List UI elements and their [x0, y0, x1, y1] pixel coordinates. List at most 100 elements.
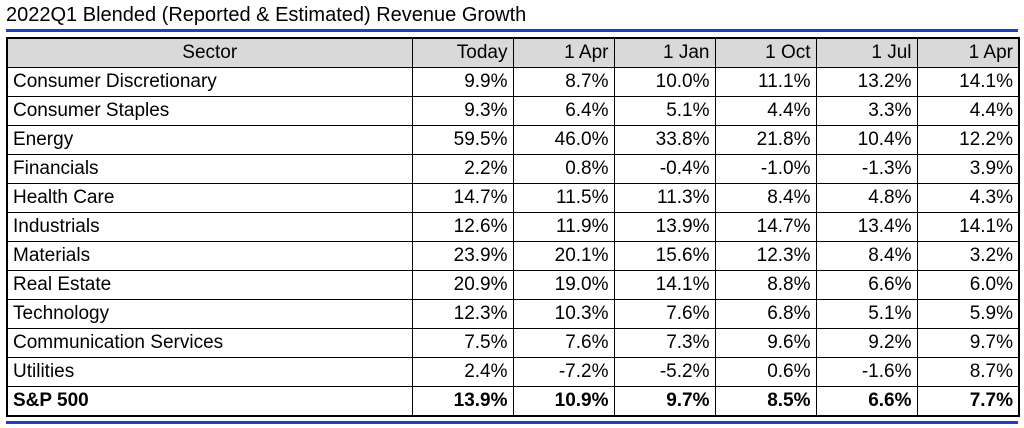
value-cell: 6.6% — [815, 386, 918, 417]
table-row: Utilities 2.4% -7.2% -5.2% 0.6% -1.6% 8.7% — [6, 357, 1020, 387]
sector-cell: Financials — [6, 154, 413, 184]
column-header-sector: Sector — [6, 37, 413, 68]
revenue-growth-table: Sector Today 1 Apr 1 Jan 1 Oct 1 Jul 1 A… — [6, 37, 1020, 417]
value-cell: 11.1% — [714, 67, 817, 97]
sector-cell: Real Estate — [6, 270, 413, 300]
bottom-rule — [6, 421, 1018, 424]
sector-cell: Communication Services — [6, 328, 413, 358]
table-body: Consumer Discretionary 9.9% 8.7% 10.0% 11.1%… — [6, 67, 1020, 417]
value-cell: 7.6% — [512, 328, 615, 358]
column-header-1-oct: 1 Oct — [714, 37, 817, 68]
sector-cell: Industrials — [6, 212, 413, 242]
value-cell: 9.3% — [411, 96, 514, 126]
value-cell: 8.4% — [815, 241, 918, 271]
value-cell: 14.1% — [613, 270, 716, 300]
value-cell: 0.8% — [512, 154, 615, 184]
value-cell: 4.4% — [916, 96, 1020, 126]
value-cell: 7.3% — [613, 328, 716, 358]
value-cell: 14.7% — [714, 212, 817, 242]
value-cell: 5.9% — [916, 299, 1020, 329]
column-header-today: Today — [411, 37, 514, 68]
value-cell: 4.8% — [815, 183, 918, 213]
column-header-1-jan: 1 Jan — [613, 37, 716, 68]
value-cell: 4.3% — [916, 183, 1020, 213]
value-cell: 10.9% — [512, 386, 615, 417]
value-cell: 9.2% — [815, 328, 918, 358]
column-header-1-apr-prior: 1 Apr — [916, 37, 1020, 68]
value-cell: 15.6% — [613, 241, 716, 271]
value-cell: 5.1% — [613, 96, 716, 126]
value-cell: 13.2% — [815, 67, 918, 97]
value-cell: 0.6% — [714, 357, 817, 387]
value-cell: -1.0% — [714, 154, 817, 184]
sector-cell: Health Care — [6, 183, 413, 213]
value-cell: 8.8% — [714, 270, 817, 300]
table-row: Technology 12.3% 10.3% 7.6% 6.8% 5.1% 5.9% — [6, 299, 1020, 329]
table-row: Industrials 12.6% 11.9% 13.9% 14.7% 13.4% 14.1… — [6, 212, 1020, 242]
sector-cell: Consumer Staples — [6, 96, 413, 126]
sector-cell: S&P 500 — [6, 386, 413, 417]
table-row: Financials 2.2% 0.8% -0.4% -1.0% -1.3% 3.9% — [6, 154, 1020, 184]
value-cell: 9.9% — [411, 67, 514, 97]
value-cell: -0.4% — [613, 154, 716, 184]
value-cell: 6.0% — [916, 270, 1020, 300]
column-header-1-apr: 1 Apr — [512, 37, 615, 68]
value-cell: 8.7% — [512, 67, 615, 97]
table-row: Health Care 14.7% 11.5% 11.3% 8.4% 4.8% 4.3% — [6, 183, 1020, 213]
sector-cell: Consumer Discretionary — [6, 67, 413, 97]
table-row: Real Estate 20.9% 19.0% 14.1% 8.8% 6.6% 6.0% — [6, 270, 1020, 300]
value-cell: 12.2% — [916, 125, 1020, 155]
value-cell: 33.8% — [613, 125, 716, 155]
value-cell: -1.3% — [815, 154, 918, 184]
value-cell: 2.2% — [411, 154, 514, 184]
value-cell: 9.7% — [613, 386, 716, 417]
value-cell: 9.7% — [916, 328, 1020, 358]
value-cell: 7.6% — [613, 299, 716, 329]
value-cell: 4.4% — [714, 96, 817, 126]
value-cell: 12.6% — [411, 212, 514, 242]
value-cell: 13.9% — [411, 386, 514, 417]
value-cell: 3.9% — [916, 154, 1020, 184]
sector-cell: Technology — [6, 299, 413, 329]
value-cell: 14.1% — [916, 67, 1020, 97]
value-cell: 11.5% — [512, 183, 615, 213]
header-row: Sector Today 1 Apr 1 Jan 1 Oct 1 Jul 1 A… — [6, 37, 1020, 68]
value-cell: 11.3% — [613, 183, 716, 213]
value-cell: 2.4% — [411, 357, 514, 387]
total-row: S&P 500 13.9% 10.9% 9.7% 8.5% 6.6% 7.7% — [6, 386, 1020, 417]
value-cell: 6.6% — [815, 270, 918, 300]
value-cell: 5.1% — [815, 299, 918, 329]
value-cell: 12.3% — [411, 299, 514, 329]
value-cell: 21.8% — [714, 125, 817, 155]
value-cell: 13.9% — [613, 212, 716, 242]
table-title: 2022Q1 Blended (Reported & Estimated) Re… — [6, 4, 527, 26]
value-cell: 11.9% — [512, 212, 615, 242]
value-cell: 14.1% — [916, 212, 1020, 242]
value-cell: 12.3% — [714, 241, 817, 271]
table-row: Consumer Staples 9.3% 6.4% 5.1% 4.4% 3.3% 4.4% — [6, 96, 1020, 126]
value-cell: 7.7% — [916, 386, 1020, 417]
table-row: Consumer Discretionary 9.9% 8.7% 10.0% 11.1%… — [6, 67, 1020, 97]
value-cell: 46.0% — [512, 125, 615, 155]
value-cell: 7.5% — [411, 328, 514, 358]
value-cell: 3.2% — [916, 241, 1020, 271]
value-cell: 10.3% — [512, 299, 615, 329]
value-cell: 20.9% — [411, 270, 514, 300]
sector-cell: Energy — [6, 125, 413, 155]
value-cell: 10.0% — [613, 67, 716, 97]
title-rule — [6, 29, 1018, 32]
value-cell: -5.2% — [613, 357, 716, 387]
value-cell: 9.6% — [714, 328, 817, 358]
value-cell: 6.4% — [512, 96, 615, 126]
table-row: Communication Services 7.5% 7.6% 7.3% 9.6% 9.… — [6, 328, 1020, 358]
value-cell: 19.0% — [512, 270, 615, 300]
value-cell: 20.1% — [512, 241, 615, 271]
value-cell: -7.2% — [512, 357, 615, 387]
value-cell: -1.6% — [815, 357, 918, 387]
column-header-1-jul: 1 Jul — [815, 37, 918, 68]
value-cell: 13.4% — [815, 212, 918, 242]
sector-cell: Materials — [6, 241, 413, 271]
value-cell: 14.7% — [411, 183, 514, 213]
value-cell: 3.3% — [815, 96, 918, 126]
value-cell: 23.9% — [411, 241, 514, 271]
